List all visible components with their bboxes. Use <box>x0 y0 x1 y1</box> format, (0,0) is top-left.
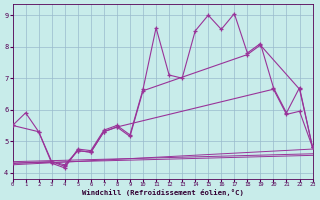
X-axis label: Windchill (Refroidissement éolien,°C): Windchill (Refroidissement éolien,°C) <box>82 189 244 196</box>
